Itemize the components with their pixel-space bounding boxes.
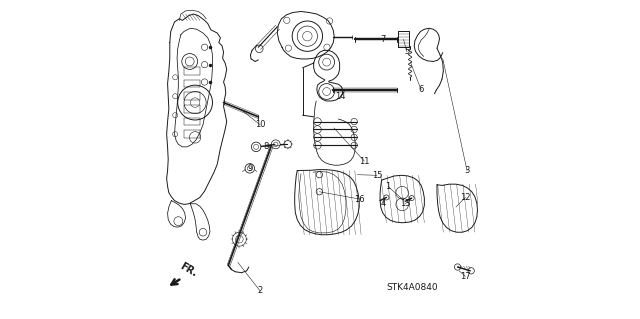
Text: 15: 15 xyxy=(372,171,382,180)
Text: 11: 11 xyxy=(359,157,369,166)
Text: FR.: FR. xyxy=(178,261,198,279)
Text: 13: 13 xyxy=(400,199,411,208)
Text: 5: 5 xyxy=(404,48,410,56)
Text: 2: 2 xyxy=(257,286,262,295)
Circle shape xyxy=(252,142,261,152)
Text: 8: 8 xyxy=(264,142,269,151)
Text: 4: 4 xyxy=(381,199,386,208)
Text: 9: 9 xyxy=(248,165,253,174)
Text: STK4A0840: STK4A0840 xyxy=(386,283,438,292)
Text: 14: 14 xyxy=(335,92,346,101)
Text: 7: 7 xyxy=(381,35,386,44)
Text: 10: 10 xyxy=(255,120,265,129)
Text: 1: 1 xyxy=(385,182,390,191)
Text: 3: 3 xyxy=(465,166,470,175)
Text: 16: 16 xyxy=(354,195,365,204)
Text: 6: 6 xyxy=(419,85,424,94)
Text: 12: 12 xyxy=(460,193,470,202)
Text: 17: 17 xyxy=(460,272,471,281)
